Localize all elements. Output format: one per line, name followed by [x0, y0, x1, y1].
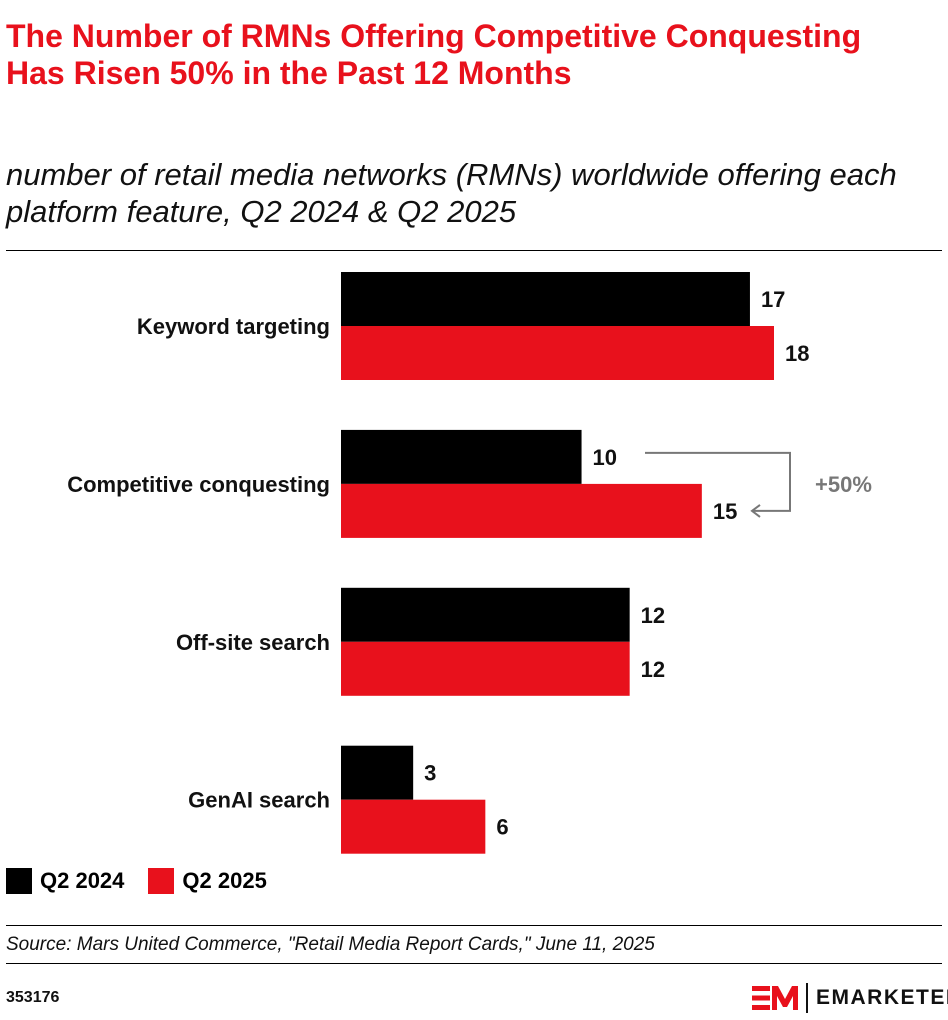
category-label: Competitive conquesting — [67, 472, 330, 497]
chart-id: 353176 — [6, 989, 60, 1006]
footer-divider — [6, 963, 942, 964]
source-note: Source: Mars United Commerce, "Retail Me… — [6, 934, 655, 955]
data-label: 18 — [785, 341, 809, 366]
top-divider — [6, 250, 942, 251]
emarketer-logo: EMARKETER — [752, 983, 948, 1013]
data-label: 10 — [593, 445, 617, 470]
bar-q2-2024 — [341, 429, 582, 484]
bar-q2-2024 — [341, 272, 750, 326]
data-label: 15 — [713, 499, 737, 524]
bar-q2-2025 — [341, 799, 486, 854]
chart-title: The Number of RMNs Offering Competitive … — [6, 18, 862, 91]
data-label: 12 — [641, 603, 665, 628]
data-label: 6 — [496, 815, 508, 840]
bar-q2-2025 — [341, 483, 702, 538]
bar-q2-2025 — [341, 641, 630, 696]
source-divider — [6, 925, 942, 926]
legend-label: Q2 2025 — [182, 868, 267, 893]
bar-q2-2024 — [341, 745, 414, 800]
logo-brand-text: EMARKETER — [816, 986, 948, 1009]
legend: Q2 2024 Q2 2025 — [6, 868, 291, 894]
bar-q2-2024 — [341, 587, 630, 642]
em-logo-mark-icon — [752, 986, 798, 1010]
category-label: Keyword targeting — [137, 314, 330, 339]
annotation-bracket — [645, 451, 791, 512]
data-label: 3 — [424, 761, 436, 786]
legend-swatch — [148, 868, 175, 894]
legend-item-q2-2025: Q2 2025 — [148, 868, 267, 894]
arrow-head-icon — [750, 504, 761, 518]
annotation-label: +50% — [815, 472, 872, 497]
data-label: 12 — [641, 657, 665, 682]
category-label: GenAI search — [188, 788, 330, 813]
chart-subtitle: number of retail media networks (RMNs) w… — [6, 157, 897, 229]
legend-label: Q2 2024 — [40, 868, 125, 893]
category-label: Off-site search — [176, 630, 330, 655]
legend-swatch — [6, 868, 32, 894]
legend-item-q2-2024: Q2 2024 — [6, 868, 124, 894]
data-label: 17 — [761, 287, 785, 312]
logo-separator — [806, 983, 808, 1013]
bar-q2-2025 — [341, 326, 774, 380]
